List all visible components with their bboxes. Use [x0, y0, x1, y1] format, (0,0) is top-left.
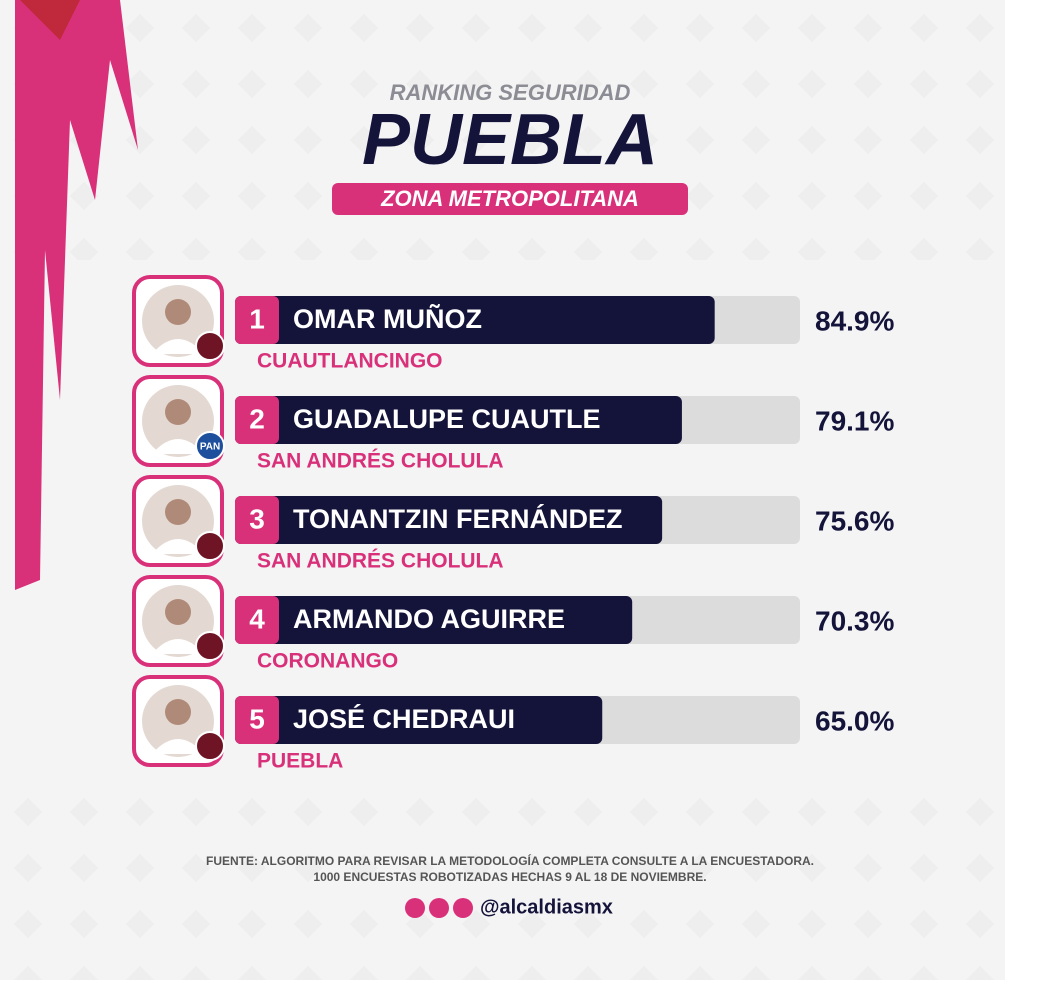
photo-head — [165, 499, 191, 525]
brush-strokes — [15, 0, 138, 590]
photo-head — [165, 399, 191, 425]
photo-head — [165, 599, 191, 625]
value-label: 65.0% — [815, 705, 894, 736]
handle: @alcaldiasmx — [480, 896, 613, 918]
value-label: 70.3% — [815, 605, 894, 636]
party-badge — [195, 431, 225, 461]
bar — [235, 396, 682, 444]
source-detail: 1000 ENCUESTAS ROBOTIZADAS HECHAS 9 AL 1… — [313, 870, 706, 884]
candidate-name: JOSÉ CHEDRAUI — [293, 703, 515, 734]
municipality: SAN ANDRÉS CHOLULA — [257, 550, 504, 573]
chart-title: PUEBLA — [362, 100, 658, 180]
municipality: CUAUTLANCINGO — [257, 350, 442, 373]
party-badge — [195, 631, 225, 661]
rank: 5 — [249, 703, 265, 734]
subtitle: ZONA METROPOLITANA — [380, 186, 639, 211]
bar — [235, 596, 633, 644]
pattern — [0, 780, 1005, 980]
rank: 2 — [249, 403, 265, 434]
value-label: 79.1% — [815, 405, 894, 436]
value-label: 84.9% — [815, 305, 894, 336]
rank-badge — [235, 296, 279, 344]
party-badge — [195, 331, 225, 361]
rank: 1 — [249, 303, 265, 334]
social-icons — [405, 898, 473, 918]
kicker: RANKING SEGURIDAD — [390, 80, 631, 105]
photo-head — [165, 299, 191, 325]
bar — [235, 496, 663, 544]
photo-head — [165, 699, 191, 725]
party-badge — [195, 731, 225, 761]
photo-body — [152, 739, 204, 754]
rank-badge — [235, 396, 279, 444]
candidate-name: OMAR MUÑOZ — [293, 303, 482, 334]
subtitle-pill — [332, 183, 688, 215]
municipality: CORONANGO — [257, 650, 398, 673]
bar — [235, 296, 715, 344]
pattern — [0, 0, 1005, 260]
source: FUENTE: ALGORITMO PARA REVISAR LA METODO… — [206, 853, 814, 868]
photo-body — [152, 639, 204, 654]
rank-badge — [235, 696, 279, 744]
candidate-name: TONANTZIN FERNÁNDEZ — [293, 503, 622, 534]
photo-body — [152, 539, 204, 554]
bar — [235, 696, 603, 744]
party-badge — [195, 531, 225, 561]
photo-body — [152, 439, 204, 454]
rank-badge — [235, 496, 279, 544]
rank: 3 — [249, 503, 265, 534]
rank-badge — [235, 596, 279, 644]
value-label: 75.6% — [815, 505, 894, 536]
municipality: SAN ANDRÉS CHOLULA — [257, 450, 504, 473]
party-badge-text: PAN — [200, 442, 220, 453]
rank: 4 — [249, 603, 265, 634]
candidate-name: GUADALUPE CUAUTLE — [293, 404, 601, 434]
municipality: PUEBLA — [257, 750, 343, 773]
photo-body — [152, 339, 204, 354]
candidate-name: ARMANDO AGUIRRE — [293, 604, 565, 634]
